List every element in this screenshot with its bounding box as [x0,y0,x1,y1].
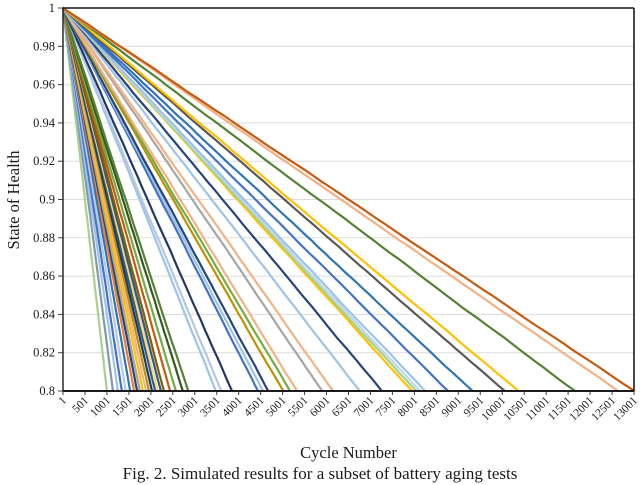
svg-text:0.98: 0.98 [33,39,55,53]
svg-text:0.84: 0.84 [33,307,56,321]
svg-text:6001: 6001 [308,394,333,419]
svg-text:12001: 12001 [567,394,596,423]
svg-text:0.86: 0.86 [33,269,55,283]
figure-caption: Fig. 2. Simulated results for a subset o… [122,464,518,483]
svg-text:1001: 1001 [88,394,113,419]
svg-text:12501: 12501 [589,394,618,423]
y-axis-title: State of Health [4,150,23,250]
svg-text:7501: 7501 [374,394,399,419]
svg-text:0.94: 0.94 [33,116,56,130]
svg-text:1: 1 [49,1,55,15]
svg-text:501: 501 [70,394,91,415]
svg-text:4501: 4501 [242,394,267,419]
svg-text:8001: 8001 [396,394,421,419]
svg-text:5501: 5501 [286,394,311,419]
svg-text:7001: 7001 [352,394,377,419]
svg-text:2501: 2501 [154,394,179,419]
svg-text:4001: 4001 [220,394,245,419]
svg-text:3001: 3001 [176,394,201,419]
svg-text:10501: 10501 [501,394,530,423]
svg-text:6501: 6501 [330,394,355,419]
svg-text:0.88: 0.88 [33,231,55,245]
svg-text:13001: 13001 [611,394,640,423]
svg-text:0.82: 0.82 [33,346,55,360]
svg-text:2001: 2001 [132,394,157,419]
x-axis-title: Cycle Number [300,443,397,462]
svg-text:0.9: 0.9 [39,193,55,207]
svg-text:5001: 5001 [264,394,289,419]
svg-text:9001: 9001 [440,394,465,419]
svg-text:0.96: 0.96 [33,78,55,92]
soh-chart: 10.980.960.940.920.90.880.860.840.820.81… [33,1,640,423]
svg-text:8501: 8501 [418,394,443,419]
svg-text:3501: 3501 [198,394,223,419]
svg-text:11001: 11001 [524,394,553,423]
svg-text:0.8: 0.8 [39,384,55,398]
svg-text:10001: 10001 [480,394,509,423]
svg-text:0.92: 0.92 [33,154,55,168]
svg-text:1: 1 [57,394,70,407]
svg-text:1501: 1501 [110,394,135,419]
